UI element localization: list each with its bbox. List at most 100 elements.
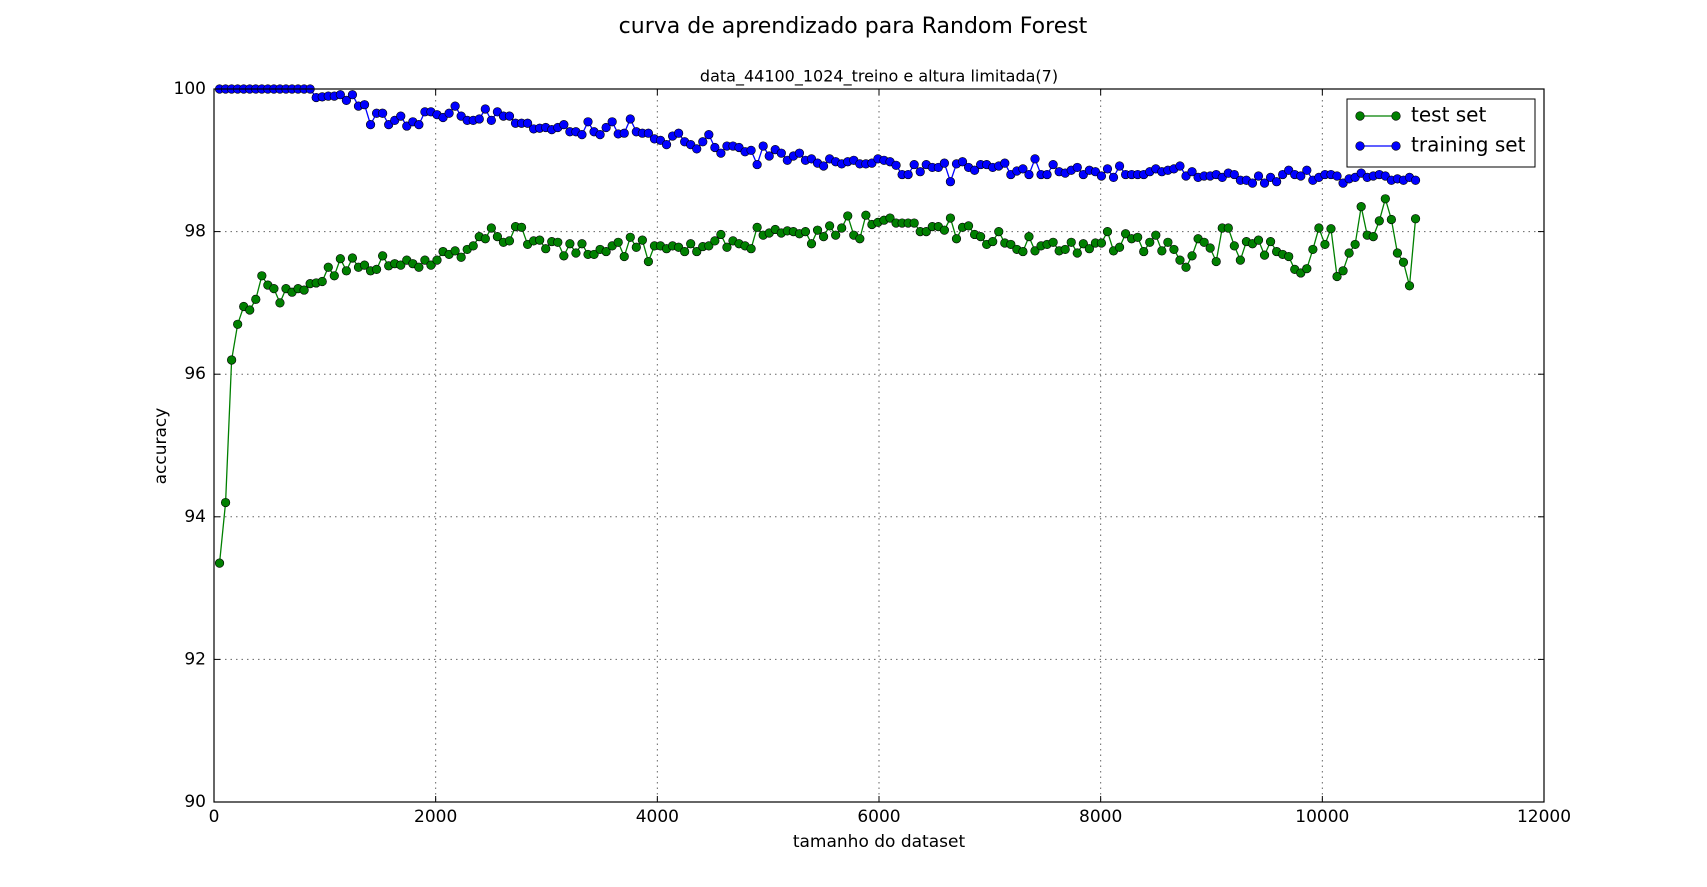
data-point [1308,244,1318,255]
data-point [1066,237,1076,247]
data-point [855,234,865,244]
data-point [450,246,460,256]
data-point [1072,162,1082,173]
legend-marker [1355,141,1365,151]
data-point [1175,161,1185,171]
data-point [583,117,593,127]
data-point [951,234,962,244]
data-point [1235,255,1245,265]
data-point [1096,171,1107,181]
data-point [746,145,756,155]
data-point [335,90,345,100]
data-point [891,160,901,170]
data-point [674,128,684,138]
x-tick-label: 0 [209,807,220,827]
data-point [1048,237,1058,247]
y-tick-label: 100 [174,79,206,99]
data-point [329,271,339,281]
data-point [825,221,835,231]
data-point [746,244,756,254]
data-point [1344,248,1354,258]
data-point [625,114,635,124]
data-point [607,117,617,127]
data-point [516,222,527,232]
data-point [1108,172,1119,183]
x-tick-label: 8000 [1079,807,1122,827]
x-tick-label: 12000 [1517,807,1571,827]
data-point [571,248,581,258]
data-point [341,266,351,276]
data-point [541,244,551,254]
data-point [396,111,406,121]
y-tick-label: 98 [184,222,206,242]
data-point [317,276,327,287]
data-point [1211,256,1221,267]
data-point [1326,224,1336,234]
data-point [1223,223,1233,233]
data-point [722,242,732,252]
data-point [257,271,267,281]
data-point [1024,169,1034,180]
data-point [1229,241,1239,251]
data-point [220,497,231,508]
data-point [692,144,702,154]
data-point [710,142,720,153]
data-point [1199,237,1209,247]
legend-box [1346,98,1536,168]
data-point [909,218,919,228]
data-point [468,241,478,251]
data-point [299,285,309,295]
legend-label: test set [1411,103,1486,127]
data-point [1253,171,1264,181]
data-point [794,148,805,158]
data-point [347,90,358,100]
data-point [450,101,460,111]
data-point [758,141,768,151]
data-point [359,100,370,110]
data-point [595,130,605,140]
data-point [806,239,817,249]
data-point [577,239,587,249]
data-point [245,305,255,315]
series [214,84,1421,188]
data-point [643,256,654,267]
data-point [559,120,569,130]
data-point [378,251,388,261]
data-point [251,294,261,304]
data-point [565,239,575,249]
data-point [601,246,611,257]
data-point [945,177,956,187]
data-point [1133,232,1143,242]
data-point [1181,262,1191,272]
data-point [752,159,762,170]
data-point [371,264,382,274]
data-point [1072,248,1082,258]
legend: test set training set [1346,98,1536,168]
data-point [1030,246,1040,256]
data-point [601,122,611,133]
data-point [1018,246,1028,257]
data-point [1374,216,1384,226]
data-point [915,167,925,177]
data-point [444,108,454,118]
data-point [716,229,726,240]
data-point [957,157,968,167]
data-point [1302,264,1312,274]
data-point [492,231,503,242]
data-point [812,225,823,235]
data-point [1247,178,1258,188]
data-point [843,211,853,221]
data-point [456,252,466,262]
data-point [1296,171,1306,181]
data-point [818,161,829,171]
data-point [631,242,641,252]
data-point [1030,154,1040,164]
x-tick-label: 10000 [1295,807,1349,827]
data-point [661,140,672,150]
data-point [233,319,243,329]
data-point [1024,231,1034,242]
data-point [577,130,587,140]
data-point [716,148,726,158]
data-point [969,165,980,175]
data-point [396,260,406,270]
